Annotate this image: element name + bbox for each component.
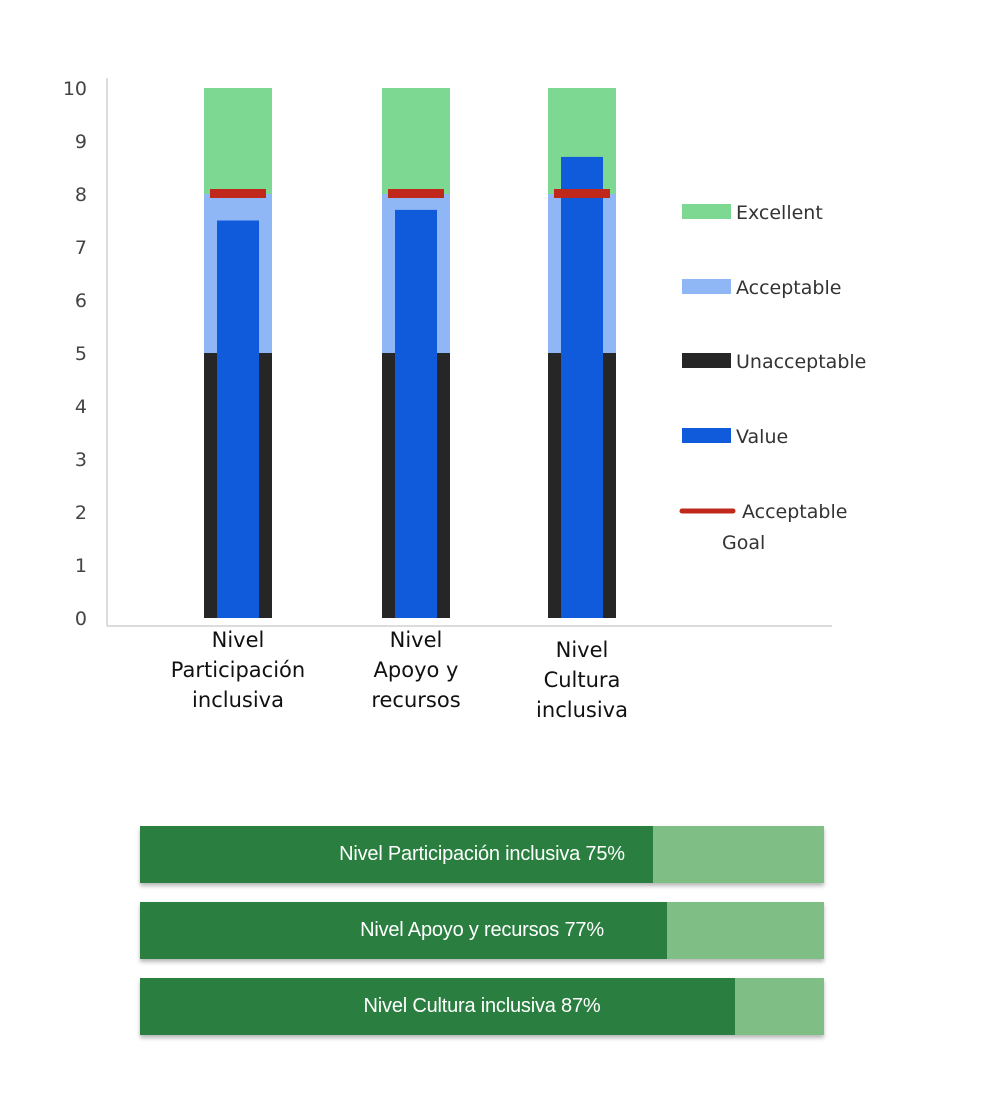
- category-label-line: Cultura: [544, 668, 621, 692]
- legend-label: Unacceptable: [736, 351, 866, 373]
- y-tick-label: 6: [75, 290, 87, 312]
- value-bar: [217, 220, 259, 618]
- y-tick-label: 8: [75, 184, 87, 206]
- progress-fill: [140, 826, 653, 883]
- category-label-line: Nivel: [212, 628, 265, 652]
- y-tick-label: 5: [75, 343, 87, 365]
- legend-swatch: [682, 204, 731, 219]
- legend-swatch: [682, 279, 731, 294]
- y-tick-label: 1: [75, 555, 87, 577]
- y-tick-label: 2: [75, 502, 87, 524]
- progress-bar-cultura: Nivel Cultura inclusiva 87%: [140, 978, 824, 1035]
- progress-list: Nivel Participación inclusiva 75% Nivel …: [140, 826, 824, 1054]
- goal-marker: [210, 189, 266, 198]
- category-label: Nivel Apoyo y recursos: [371, 628, 460, 712]
- goal-marker: [388, 189, 444, 198]
- category-label-line: Nivel: [390, 628, 443, 652]
- legend-swatch: [682, 353, 731, 368]
- category-label-line: recursos: [371, 688, 460, 712]
- legend-label: Acceptable: [736, 277, 841, 299]
- y-tick-label: 4: [75, 396, 87, 418]
- legend-label: Excellent: [736, 202, 823, 224]
- category-label-line: Participación: [171, 658, 305, 682]
- y-tick-label: 10: [63, 78, 87, 100]
- range-band-excellent: [204, 88, 272, 194]
- category-label-line: Apoyo y: [374, 658, 459, 682]
- y-tick-label: 7: [75, 237, 87, 259]
- category-label: Nivel Participación inclusiva: [171, 628, 305, 712]
- progress-fill: [140, 902, 667, 959]
- range-band-excellent: [382, 88, 450, 194]
- category-label-line: inclusiva: [536, 698, 628, 722]
- legend-label: Goal: [722, 532, 765, 554]
- value-bar: [561, 156, 603, 618]
- progress-fill: [140, 978, 736, 1035]
- legend-label: Acceptable: [742, 501, 847, 523]
- progress-bar-participacion: Nivel Participación inclusiva 75%: [140, 826, 824, 883]
- y-tick-label: 9: [75, 131, 87, 153]
- y-tick-label: 3: [75, 449, 87, 471]
- legend-swatch: [682, 428, 731, 443]
- progress-label: Nivel Apoyo y recursos 77%: [360, 919, 604, 941]
- progress-bar-apoyo: Nivel Apoyo y recursos 77%: [140, 902, 824, 959]
- category-label-line: inclusiva: [192, 688, 284, 712]
- value-bar: [395, 209, 437, 618]
- goal-marker: [554, 189, 610, 198]
- category-label-line: Nivel: [556, 638, 609, 662]
- y-tick-label: 0: [75, 608, 87, 630]
- category-label: Nivel Cultura inclusiva: [536, 638, 628, 722]
- legend-label: Value: [736, 426, 788, 448]
- progress-label: Nivel Cultura inclusiva 87%: [363, 995, 601, 1017]
- progress-label: Nivel Participación inclusiva 75%: [339, 843, 625, 865]
